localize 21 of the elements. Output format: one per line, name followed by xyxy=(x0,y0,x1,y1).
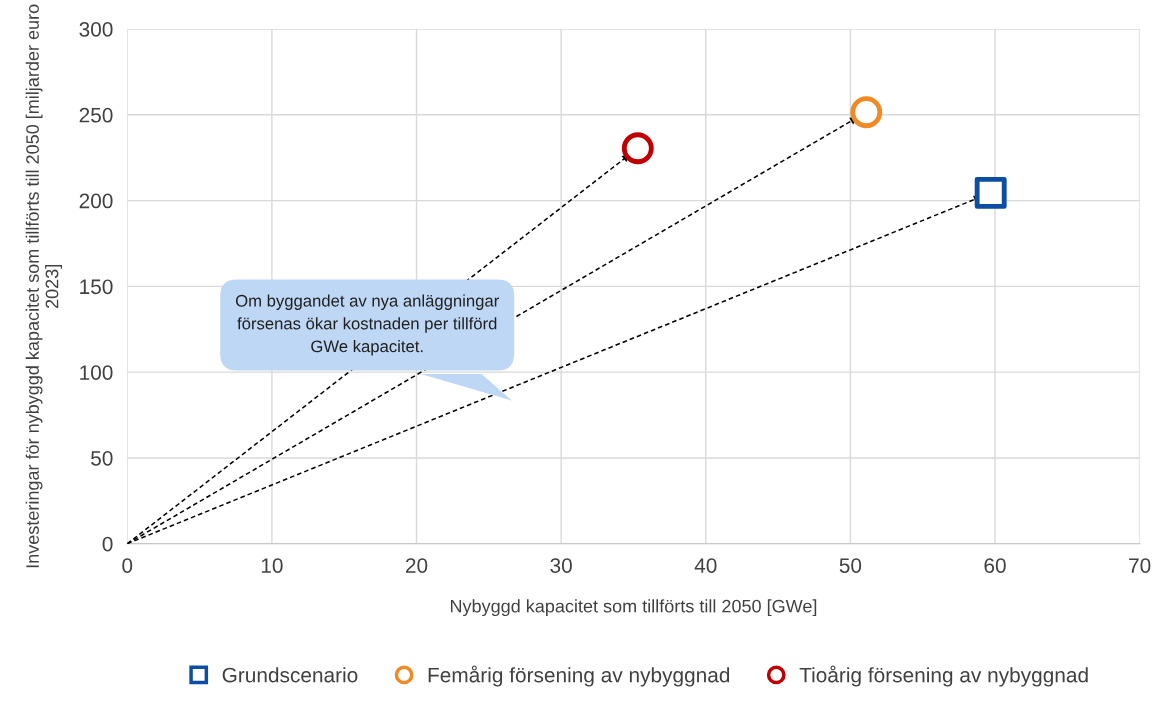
x-tick-label: 30 xyxy=(550,558,572,573)
x-axis-title: Nybyggd kapacitet som tillförts till 2050 [GWe] xyxy=(450,599,817,617)
x-tick-label: 40 xyxy=(694,558,717,573)
legend-label: Grundscenario xyxy=(222,667,358,683)
y-tick-label: 200 xyxy=(79,193,113,209)
x-tick-label: 20 xyxy=(405,558,428,573)
x-tick-label: 0 xyxy=(122,558,133,573)
y-axis-title: Investeringar för nybyggd kapacitet som tillförts till 2050 [miljarder euro 2023] xyxy=(25,4,62,568)
x-tick-label: 70 xyxy=(1129,558,1151,573)
y-tick-label: 150 xyxy=(80,279,113,295)
y-tick-label: 50 xyxy=(91,450,113,466)
y-tick-label: 100 xyxy=(80,365,113,380)
y-tick-label: 300 xyxy=(79,22,113,37)
x-tick-label: 60 xyxy=(984,558,1006,573)
y-tick-label: 0 xyxy=(102,536,113,552)
legend-label: Femårig försening av nybyggnad xyxy=(428,665,730,687)
legend-label: Tioårig försening av nybyggnad xyxy=(799,665,1088,687)
x-tick-label: 10 xyxy=(261,558,283,573)
annotation: Om byggandet av nya anläggningar försenas ökar kostnaden per tillförd GWe kapacitet. xyxy=(235,294,499,356)
x-tick-label: 50 xyxy=(839,558,862,573)
y-tick-label: 250 xyxy=(79,107,113,123)
